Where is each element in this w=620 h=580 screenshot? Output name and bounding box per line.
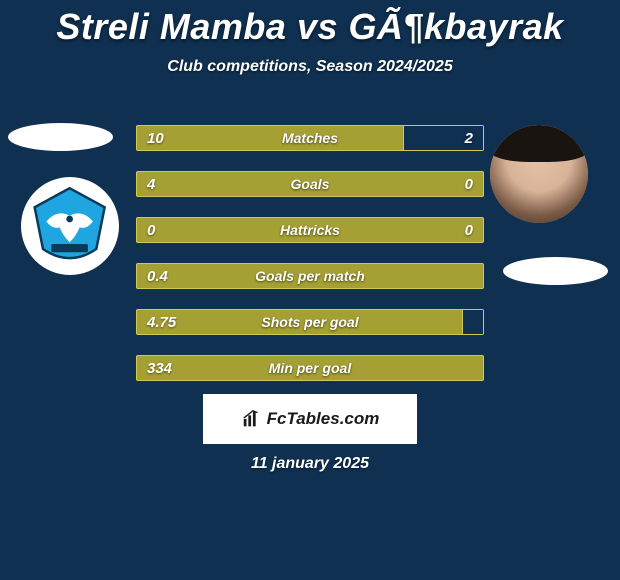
stat-label: Goals per match	[137, 268, 483, 284]
left-name-plate	[8, 123, 113, 151]
stat-label: Goals	[137, 176, 483, 192]
stat-row: 334Min per goal	[136, 355, 484, 381]
stat-row: 0Hattricks0	[136, 217, 484, 243]
left-team-badge	[21, 177, 119, 275]
stat-row: 4Goals0	[136, 171, 484, 197]
stat-row: 4.75Shots per goal	[136, 309, 484, 335]
stat-label: Min per goal	[137, 360, 483, 376]
subtitle: Club competitions, Season 2024/2025	[0, 58, 620, 76]
stat-value-right: 0	[465, 176, 473, 193]
stat-label: Shots per goal	[137, 314, 483, 330]
brand-label: FcTables.com	[267, 409, 380, 429]
eagle-badge-icon	[28, 184, 111, 267]
stat-label: Matches	[137, 130, 483, 146]
right-name-plate	[503, 257, 608, 285]
comparison-bars: 10Matches24Goals00Hattricks00.4Goals per…	[136, 125, 484, 401]
right-player-avatar	[490, 125, 588, 223]
chart-icon	[241, 408, 263, 430]
stat-value-right: 0	[465, 222, 473, 239]
page-title: Streli Mamba vs GÃ¶kbayrak	[0, 0, 620, 48]
stat-label: Hattricks	[137, 222, 483, 238]
date-label: 11 january 2025	[0, 455, 620, 473]
stat-row: 10Matches2	[136, 125, 484, 151]
stat-value-right: 2	[465, 130, 473, 147]
player-face-icon	[490, 125, 588, 223]
stat-row: 0.4Goals per match	[136, 263, 484, 289]
brand-box[interactable]: FcTables.com	[203, 394, 417, 444]
